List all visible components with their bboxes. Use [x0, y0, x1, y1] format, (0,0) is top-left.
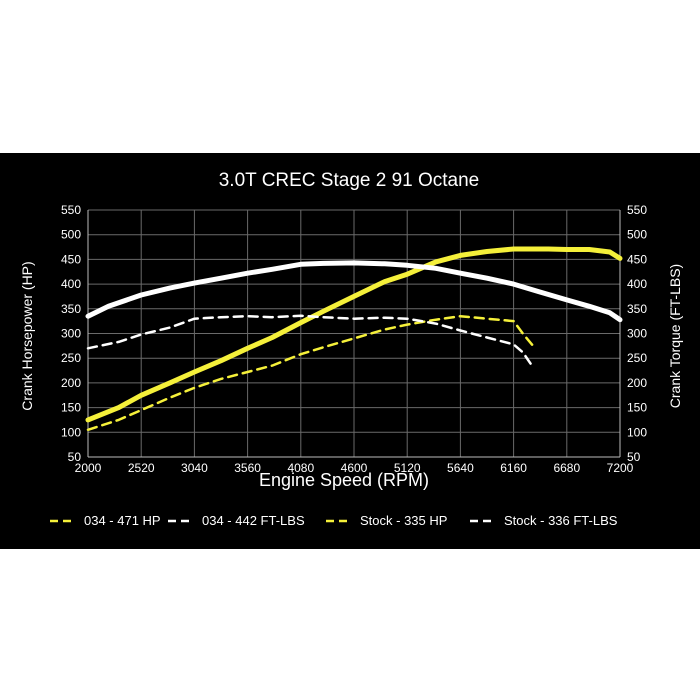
y-tick-label-left: 200 [61, 376, 81, 390]
series-line-stock-335-hp [86, 314, 535, 432]
y-tick-label-left: 500 [61, 228, 81, 242]
y-tick-label-right: 450 [627, 252, 647, 266]
y-axis-label-right: Crank Torque (FT-LBS) [667, 264, 683, 408]
tick-labels: 2000 2520 3040 3560 4080 4600 5120 5640 6160 6680… [61, 203, 647, 475]
y-tick-label-right: 300 [627, 327, 647, 341]
x-tick-label: 6160 [500, 461, 527, 475]
x-tick-label: 3560 [234, 461, 261, 475]
x-axis-label: Engine Speed (RPM) [259, 470, 429, 490]
x-tick-label: 2520 [128, 461, 155, 475]
y-tick-label-right: 200 [627, 376, 647, 390]
y-tick-label-right: 500 [627, 228, 647, 242]
y-tick-label-right: 350 [627, 302, 647, 316]
legend: 034 - 471 HP 034 - 442 FT-LBS Stock - 335 … [50, 513, 618, 528]
series-line-034-442-ft-lbs [85, 260, 623, 323]
y-tick-label-right: 150 [627, 401, 647, 415]
y-tick-label-left: 150 [61, 401, 81, 415]
y-tick-label-left: 50 [68, 450, 82, 464]
x-tick-label: 5640 [447, 461, 474, 475]
dyno-chart: 3.0T CREC Stage 2 91 Octane 2000 2520 3040… [19, 170, 683, 528]
chart-panel: 3.0T CREC Stage 2 91 Octane 2000 2520 3040… [0, 153, 700, 549]
x-tick-label: 4080 [287, 461, 314, 475]
y-tick-label-right: 550 [627, 203, 647, 217]
y-tick-label-left: 100 [61, 425, 81, 439]
y-tick-label-left: 250 [61, 351, 81, 365]
chart-title: 3.0T CREC Stage 2 91 Octane [219, 170, 480, 191]
x-tick-label: 5120 [394, 461, 421, 475]
y-axis-label-left: Crank Horsepower (HP) [19, 261, 35, 410]
y-tick-label-right: 100 [627, 425, 647, 439]
axes [87, 210, 621, 458]
series-line-034-471-hp [85, 246, 623, 423]
legend-label-034-442-ft-lbs: 034 - 442 FT-LBS [202, 513, 305, 528]
y-tick-label-left: 450 [61, 252, 81, 266]
y-tick-label-left: 550 [61, 203, 81, 217]
x-tick-label: 2000 [75, 461, 102, 475]
series-line-stock-336-ft-lbs [86, 314, 535, 369]
series-lines [85, 246, 623, 432]
legend-label-stock-335-hp: Stock - 335 HP [360, 513, 447, 528]
y-tick-label-right: 250 [627, 351, 647, 365]
x-tick-label: 7200 [607, 461, 634, 475]
y-tick-label-left: 300 [61, 327, 81, 341]
y-tick-label-right: 50 [627, 450, 641, 464]
y-tick-label-left: 350 [61, 302, 81, 316]
legend-label-stock-336-ft-lbs: Stock - 336 FT-LBS [504, 513, 618, 528]
x-tick-label: 3040 [181, 461, 208, 475]
y-tick-label-right: 400 [627, 277, 647, 291]
x-tick-label: 4600 [341, 461, 368, 475]
x-tick-label: 6680 [553, 461, 580, 475]
y-tick-label-left: 400 [61, 277, 81, 291]
legend-label-034-471-hp: 034 - 471 HP [84, 513, 161, 528]
